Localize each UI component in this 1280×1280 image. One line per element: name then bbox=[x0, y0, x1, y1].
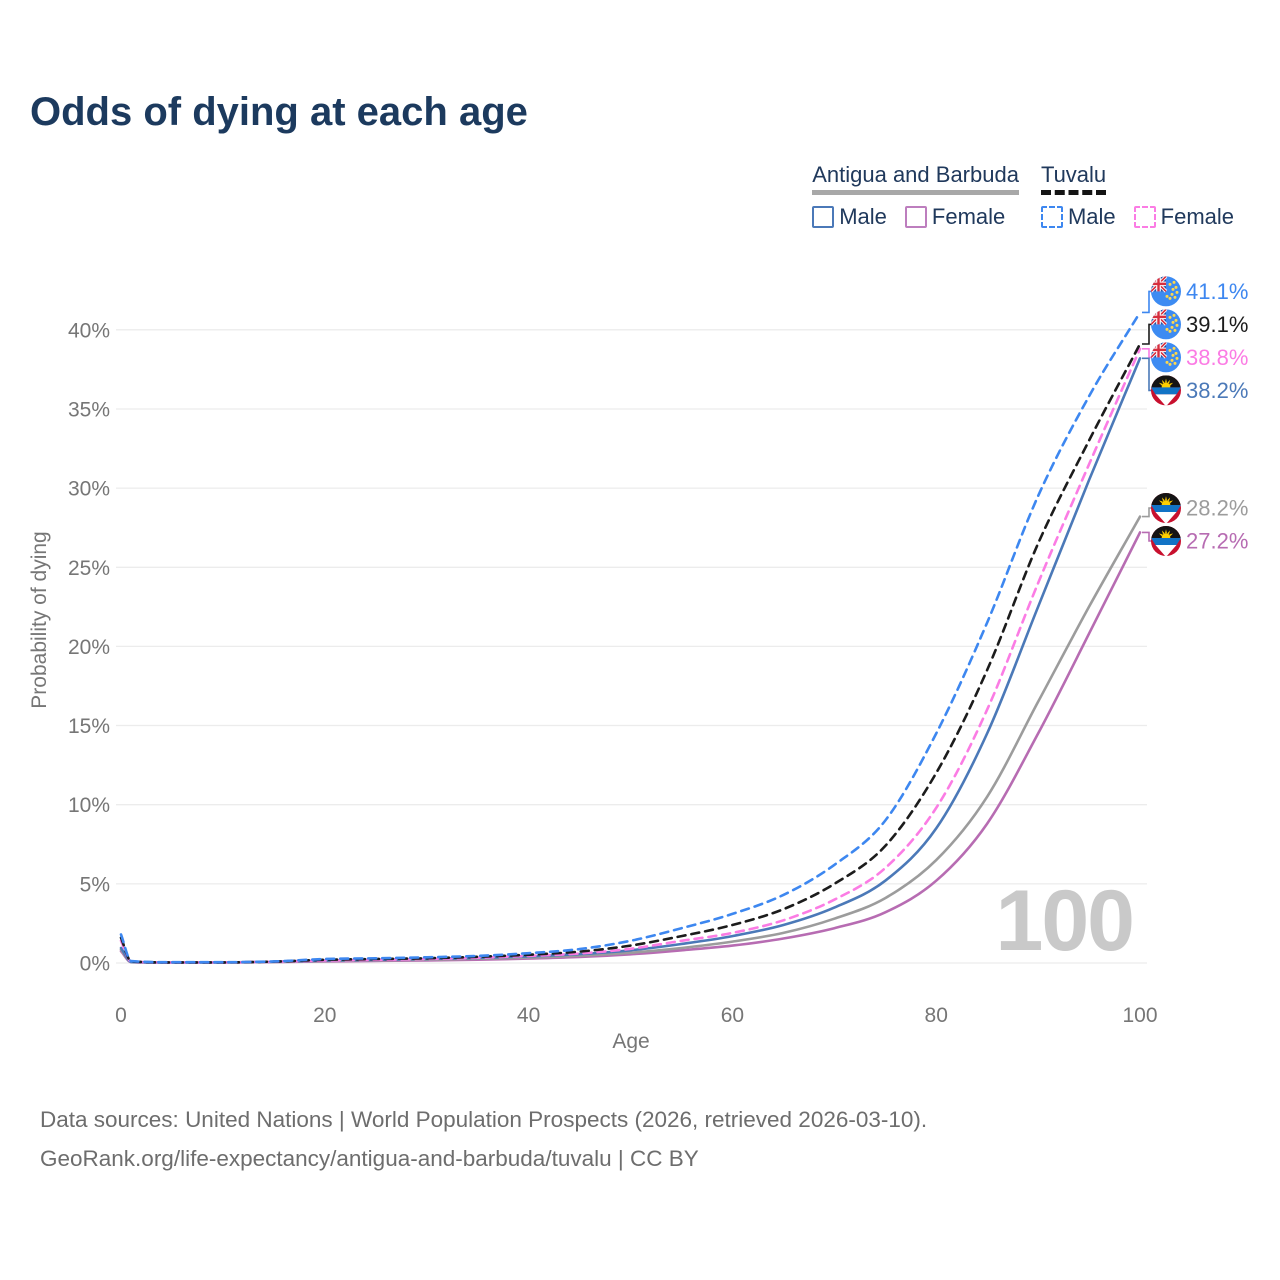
antigua-male-swatch bbox=[812, 206, 835, 229]
legend-item-label: Male bbox=[839, 204, 887, 230]
legend-group-title-antigua-and-barbuda: Antigua and Barbuda bbox=[812, 162, 1019, 196]
leader-line bbox=[1142, 323, 1152, 345]
series-line-antigua-and-barbuda-male[interactable] bbox=[119, 357, 1142, 964]
end-label-tuvalu-male: 41.1% bbox=[1142, 276, 1248, 314]
x-tick-label: 100 bbox=[1122, 1004, 1157, 1027]
antigua-and-barbuda-flag-icon bbox=[1151, 526, 1181, 557]
legend-item-tuvalu-female[interactable]: Female bbox=[1133, 204, 1234, 230]
leader-line bbox=[1142, 357, 1152, 392]
footer-url: GeoRank.org/life-expectancy/antigua-and-… bbox=[40, 1146, 699, 1171]
leader-line bbox=[1142, 507, 1152, 518]
end-value-label: 38.2% bbox=[1186, 378, 1248, 403]
legend-item-tuvalu-male[interactable]: Male bbox=[1040, 204, 1116, 230]
y-tick-label: 15% bbox=[68, 715, 110, 738]
end-value-label: 39.1% bbox=[1186, 312, 1248, 337]
legend-item-label: Female bbox=[1160, 204, 1234, 230]
y-tick-label: 35% bbox=[68, 399, 110, 422]
legend: Antigua and Barbuda Male Female Tuvalu M… bbox=[812, 162, 1234, 230]
y-tick-label: 0% bbox=[80, 953, 110, 976]
legend-item-label: Male bbox=[1067, 204, 1116, 230]
legend-group-title-tuvalu: Tuvalu bbox=[1040, 162, 1107, 196]
antigua-and-barbuda-flag-icon bbox=[1151, 493, 1181, 524]
legend-group-antigua-and-barbuda: Antigua and Barbuda Male Female bbox=[812, 162, 1019, 230]
series-line-tuvalu-both-sexes[interactable] bbox=[119, 342, 1142, 964]
end-label-tuvalu-female: 38.8% bbox=[1142, 342, 1248, 373]
y-tick-label: 25% bbox=[68, 557, 110, 580]
x-tick-label: 60 bbox=[721, 1004, 744, 1027]
y-tick-label: 30% bbox=[68, 478, 110, 501]
leader-line bbox=[1142, 347, 1152, 359]
end-value-label: 27.2% bbox=[1186, 529, 1248, 554]
y-tick-label: 20% bbox=[68, 636, 110, 659]
x-tick-label: 0 bbox=[115, 1004, 127, 1027]
tuvalu-male-swatch bbox=[1040, 206, 1063, 229]
tuvalu-flag-icon bbox=[1151, 276, 1181, 307]
end-label-antigua-and-barbuda-both-sexes: 28.2% bbox=[1142, 493, 1248, 524]
y-tick-label: 10% bbox=[68, 794, 110, 817]
tuvalu-female-swatch bbox=[1133, 206, 1156, 229]
footer-data-sources: Data sources: United Nations | World Pop… bbox=[40, 1107, 928, 1132]
tuvalu-flag-icon bbox=[1151, 309, 1181, 340]
legend-group-tuvalu: Tuvalu Male Female bbox=[1040, 162, 1234, 230]
y-tick-label: 40% bbox=[68, 319, 110, 342]
y-tick-label: 5% bbox=[80, 873, 110, 896]
end-value-label: 41.1% bbox=[1186, 279, 1248, 304]
end-label-antigua-and-barbuda-male: 38.2% bbox=[1142, 357, 1248, 406]
series-line-tuvalu-male[interactable] bbox=[119, 311, 1142, 964]
y-axis-title: Probability of dying bbox=[28, 531, 51, 708]
gridlines: 0% 5% 10% 15% 20% 25% 30% 35% 40% bbox=[68, 319, 1147, 976]
leader-line bbox=[1142, 531, 1152, 542]
x-tick-label: 80 bbox=[925, 1004, 948, 1027]
end-value-label: 28.2% bbox=[1186, 496, 1248, 521]
legend-item-label: Female bbox=[931, 204, 1006, 230]
leader-line bbox=[1142, 290, 1152, 314]
antigua-female-swatch bbox=[904, 206, 927, 229]
age-watermark: 100 bbox=[996, 873, 1134, 969]
x-tick-label: 40 bbox=[517, 1004, 540, 1027]
x-axis-title: Age bbox=[612, 1030, 649, 1053]
series-line-antigua-and-barbuda-both-sexes[interactable] bbox=[119, 515, 1142, 964]
legend-item-antigua-female[interactable]: Female bbox=[904, 204, 1006, 230]
end-label-tuvalu-both-sexes: 39.1% bbox=[1142, 309, 1248, 345]
antigua-and-barbuda-flag-icon bbox=[1151, 375, 1181, 406]
legend-item-antigua-male[interactable]: Male bbox=[812, 204, 887, 230]
series-line-antigua-and-barbuda-female[interactable] bbox=[119, 531, 1142, 965]
end-label-antigua-and-barbuda-female: 27.2% bbox=[1142, 526, 1248, 557]
series-line-tuvalu-female[interactable] bbox=[119, 347, 1142, 964]
footer: Data sources: United Nations | World Pop… bbox=[40, 1100, 927, 1178]
page-title: Odds of dying at each age bbox=[30, 90, 528, 134]
x-tick-label: 20 bbox=[313, 1004, 336, 1027]
tuvalu-flag-icon bbox=[1151, 342, 1181, 373]
end-value-label: 38.8% bbox=[1186, 345, 1248, 370]
